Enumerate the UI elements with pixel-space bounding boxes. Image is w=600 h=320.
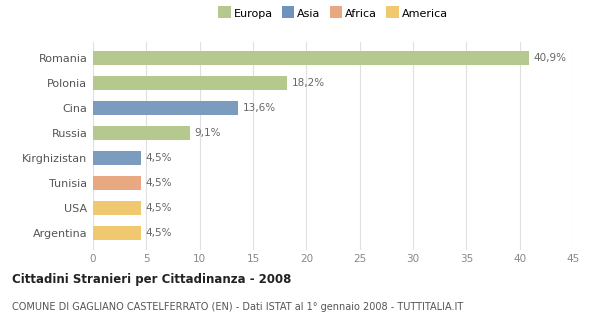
Text: 9,1%: 9,1%	[194, 128, 221, 138]
Text: COMUNE DI GAGLIANO CASTELFERRATO (EN) - Dati ISTAT al 1° gennaio 2008 - TUTTITAL: COMUNE DI GAGLIANO CASTELFERRATO (EN) - …	[12, 302, 463, 312]
Bar	[93, 151, 141, 165]
Text: 4,5%: 4,5%	[145, 203, 172, 213]
Text: 4,5%: 4,5%	[145, 178, 172, 188]
Bar	[93, 126, 190, 140]
Legend: Europa, Asia, Africa, America: Europa, Asia, Africa, America	[218, 9, 448, 20]
Bar	[93, 226, 141, 240]
Bar	[93, 51, 529, 65]
Bar	[93, 101, 238, 115]
Bar	[93, 76, 287, 90]
Bar	[93, 176, 141, 190]
Bar	[93, 201, 141, 215]
Text: 4,5%: 4,5%	[145, 228, 172, 238]
Text: 4,5%: 4,5%	[145, 153, 172, 163]
Text: 40,9%: 40,9%	[533, 53, 566, 63]
Text: Cittadini Stranieri per Cittadinanza - 2008: Cittadini Stranieri per Cittadinanza - 2…	[12, 273, 292, 286]
Text: 13,6%: 13,6%	[242, 103, 275, 113]
Text: 18,2%: 18,2%	[292, 78, 325, 88]
